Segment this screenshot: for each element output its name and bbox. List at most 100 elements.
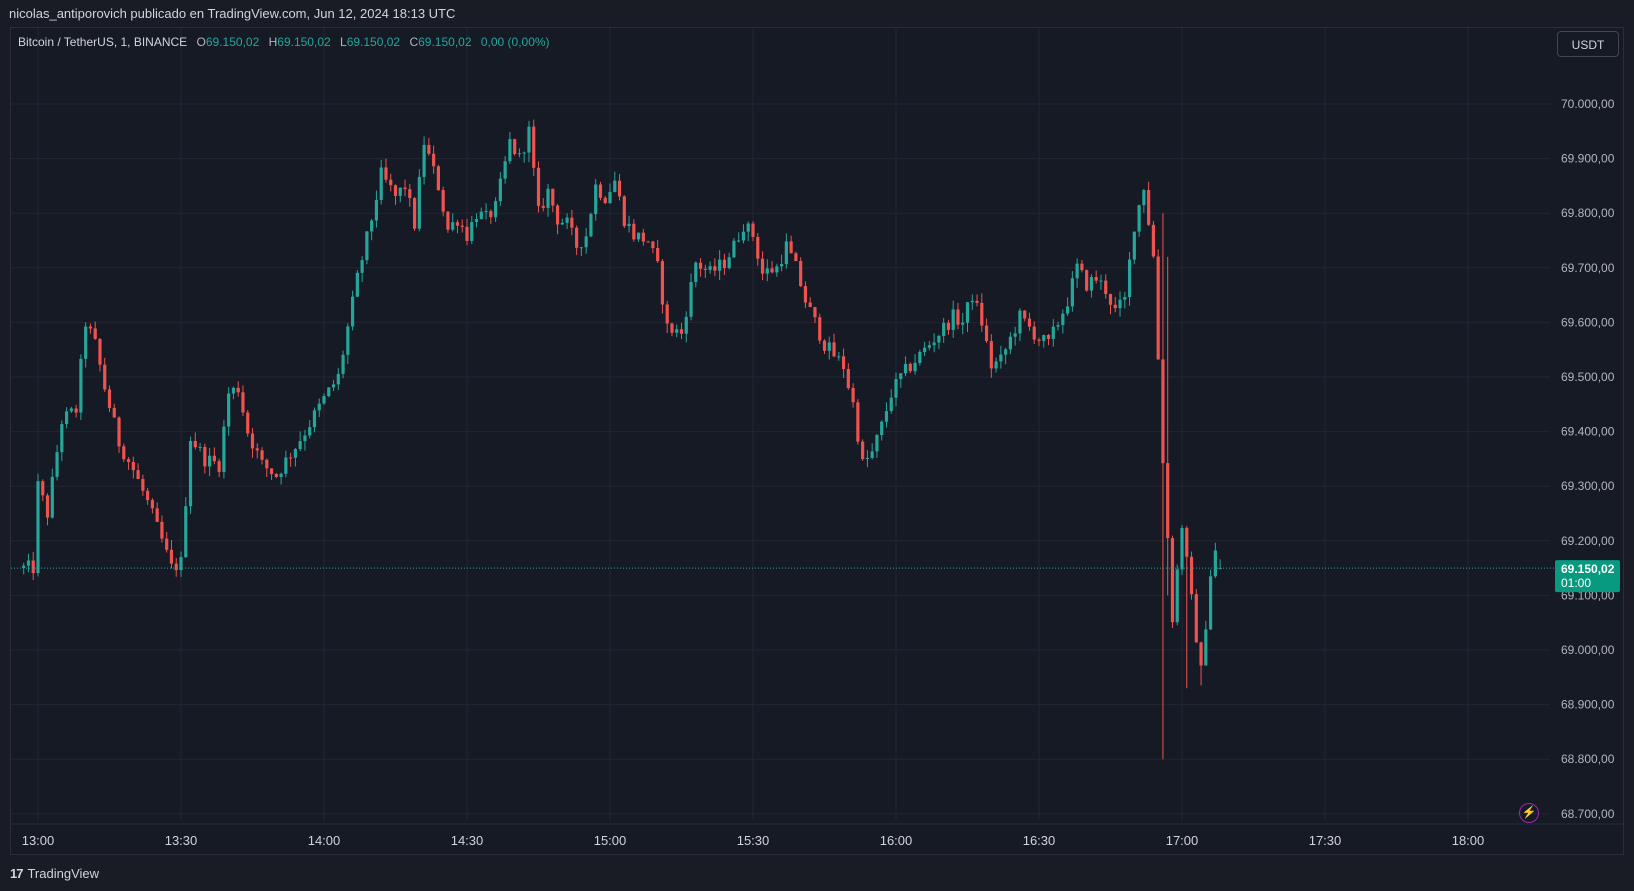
candle bbox=[312, 407, 317, 433]
candle bbox=[246, 410, 250, 437]
candle bbox=[1151, 220, 1155, 259]
candle bbox=[184, 496, 188, 558]
candle-body bbox=[208, 455, 212, 467]
candle-body bbox=[60, 424, 64, 453]
candle bbox=[293, 448, 297, 467]
candle bbox=[346, 323, 350, 364]
candle bbox=[231, 386, 236, 400]
candle-body bbox=[460, 225, 464, 227]
candle-body bbox=[169, 549, 174, 564]
candle bbox=[689, 273, 693, 321]
candle-body bbox=[851, 388, 855, 403]
candle bbox=[770, 261, 774, 274]
candle-body bbox=[188, 440, 193, 507]
candle bbox=[1123, 291, 1127, 309]
candle bbox=[1189, 551, 1194, 600]
candle bbox=[155, 502, 159, 522]
candle bbox=[722, 253, 726, 276]
candle bbox=[274, 473, 278, 479]
candle bbox=[994, 357, 998, 373]
candle-body bbox=[255, 448, 259, 451]
candle-body bbox=[1023, 310, 1027, 319]
candle bbox=[679, 322, 684, 339]
candle bbox=[780, 254, 784, 272]
candle bbox=[1213, 542, 1217, 578]
candle bbox=[827, 336, 831, 360]
candle-body bbox=[398, 187, 402, 196]
candle-body bbox=[799, 261, 803, 287]
candle bbox=[69, 406, 73, 413]
candle bbox=[646, 240, 650, 243]
candle-body bbox=[775, 266, 779, 273]
currency-button[interactable]: USDT bbox=[1557, 31, 1619, 57]
footer-brand[interactable]: TradingView bbox=[27, 865, 100, 881]
candle-body bbox=[970, 300, 974, 303]
candle bbox=[975, 294, 979, 307]
candle-body bbox=[465, 226, 469, 241]
candle bbox=[713, 258, 717, 277]
candle bbox=[1032, 321, 1036, 344]
candle-body bbox=[770, 268, 774, 273]
candle bbox=[865, 449, 869, 468]
candle-body bbox=[69, 408, 73, 412]
candle bbox=[980, 293, 984, 332]
candle bbox=[799, 257, 803, 288]
candle bbox=[808, 297, 812, 308]
candle-body bbox=[913, 362, 917, 372]
candle-body bbox=[1204, 629, 1208, 666]
candle-body bbox=[722, 259, 726, 269]
candle-body bbox=[98, 338, 102, 365]
candle bbox=[289, 452, 293, 467]
candle bbox=[560, 218, 564, 226]
y-tick-label: 69.200,00 bbox=[1561, 534, 1615, 548]
candle-body bbox=[279, 473, 283, 477]
candle-body bbox=[737, 240, 741, 242]
x-tick-label: 16:30 bbox=[1023, 833, 1056, 848]
candle bbox=[455, 219, 460, 234]
candle-body bbox=[41, 481, 45, 496]
candle bbox=[555, 204, 560, 235]
candle-body bbox=[1004, 349, 1008, 355]
candle-body bbox=[289, 457, 293, 459]
candle bbox=[26, 553, 31, 573]
candle-body bbox=[312, 410, 317, 428]
open-key: O bbox=[196, 35, 206, 49]
candle bbox=[1180, 524, 1184, 576]
y-tick-label: 68.800,00 bbox=[1561, 752, 1615, 766]
candle-body bbox=[212, 455, 216, 462]
candle-body bbox=[203, 446, 207, 467]
candle-body bbox=[622, 196, 626, 227]
candle bbox=[942, 317, 946, 343]
candle-body bbox=[794, 253, 798, 262]
candle-body bbox=[260, 450, 264, 460]
candle bbox=[1023, 309, 1027, 322]
candle bbox=[694, 261, 698, 288]
candle-body bbox=[984, 325, 989, 342]
candle-body bbox=[1051, 326, 1055, 339]
candle-body bbox=[45, 495, 50, 518]
candle bbox=[579, 247, 583, 257]
candle bbox=[875, 433, 879, 458]
candle bbox=[1099, 274, 1103, 291]
candle bbox=[832, 333, 836, 358]
candle bbox=[927, 341, 931, 351]
candle-body bbox=[374, 199, 379, 221]
candle bbox=[222, 419, 226, 479]
candle-body bbox=[746, 223, 750, 232]
candle-body bbox=[503, 161, 507, 179]
candle-body bbox=[675, 329, 679, 333]
candle bbox=[379, 159, 383, 205]
candle-body bbox=[241, 392, 245, 413]
candle-body bbox=[727, 257, 731, 269]
candle bbox=[718, 250, 722, 281]
footer-bar: 17 TradingView bbox=[0, 855, 1634, 891]
candle bbox=[489, 209, 493, 224]
candle bbox=[1113, 296, 1117, 313]
chart-frame[interactable] bbox=[10, 27, 1624, 855]
symbol-label[interactable]: Bitcoin / TetherUS, 1, BINANCE bbox=[18, 35, 188, 49]
candle-body bbox=[379, 167, 383, 200]
tradingview-logo-icon[interactable]: 17 bbox=[10, 865, 24, 881]
lightning-icon[interactable]: ⚡ bbox=[1519, 803, 1539, 823]
candle-body bbox=[274, 474, 278, 477]
